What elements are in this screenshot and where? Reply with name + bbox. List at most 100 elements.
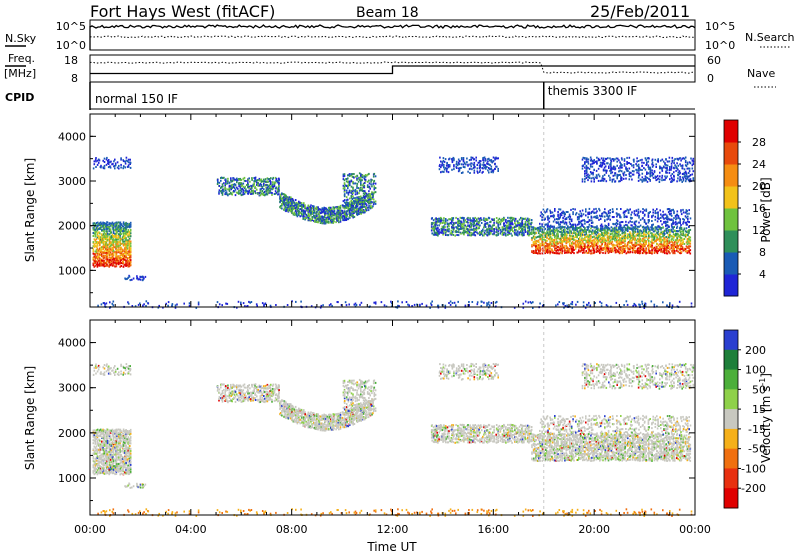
power-cell bbox=[109, 166, 112, 169]
power-cell bbox=[497, 228, 500, 230]
power-cell bbox=[604, 234, 607, 237]
power-cell bbox=[566, 230, 568, 233]
power-cell bbox=[115, 234, 118, 237]
power-cell bbox=[595, 211, 597, 214]
power-cell bbox=[313, 210, 316, 213]
power-cell bbox=[607, 210, 610, 213]
power-cell bbox=[230, 188, 233, 191]
power-cell bbox=[96, 248, 99, 251]
power-cell bbox=[441, 161, 444, 164]
power-cell bbox=[625, 229, 628, 232]
power-cell bbox=[607, 242, 610, 245]
power-cell bbox=[542, 208, 545, 211]
power-cell bbox=[528, 227, 531, 230]
power-cell bbox=[311, 219, 313, 222]
power-cell bbox=[624, 240, 626, 242]
power-cell bbox=[567, 248, 570, 250]
power-cell bbox=[477, 161, 480, 164]
power-cell bbox=[583, 228, 586, 231]
power-cell bbox=[639, 238, 642, 241]
power-cell bbox=[370, 196, 372, 199]
power-cell bbox=[362, 202, 365, 205]
power-cell bbox=[439, 218, 442, 221]
power-cell bbox=[628, 233, 630, 236]
power-cell bbox=[672, 226, 674, 229]
power-cell bbox=[286, 198, 288, 201]
power-cell bbox=[442, 233, 444, 236]
power-cell bbox=[645, 251, 647, 254]
power-cell bbox=[496, 165, 498, 168]
power-cell bbox=[546, 234, 549, 237]
power-cell bbox=[671, 237, 673, 240]
power-cell bbox=[551, 243, 553, 246]
power-cell bbox=[106, 248, 109, 251]
power-cell bbox=[604, 224, 606, 227]
power-cell bbox=[512, 226, 514, 229]
power-cell bbox=[571, 250, 574, 252]
power-cell bbox=[605, 225, 608, 227]
power-cell bbox=[507, 216, 509, 219]
power-cell bbox=[101, 255, 103, 258]
power-cell bbox=[657, 244, 660, 247]
power-cell bbox=[431, 232, 433, 235]
power-cell bbox=[99, 262, 102, 265]
power-cell bbox=[517, 221, 519, 224]
power-cell bbox=[476, 167, 479, 170]
power-cell bbox=[580, 246, 582, 249]
power-cell bbox=[342, 200, 345, 203]
power-cell bbox=[668, 246, 670, 249]
power-cell bbox=[564, 221, 566, 224]
power-cell bbox=[339, 204, 342, 207]
power-cell bbox=[343, 185, 346, 188]
power-cell bbox=[220, 186, 223, 188]
power-cell bbox=[587, 213, 589, 216]
power-cell bbox=[124, 250, 126, 253]
power-cell bbox=[616, 243, 618, 246]
power-cell bbox=[476, 218, 478, 221]
power-cell bbox=[251, 178, 253, 181]
power-cell bbox=[570, 244, 572, 247]
power-cell bbox=[449, 232, 452, 235]
power-cell bbox=[542, 233, 544, 236]
power-cell bbox=[121, 238, 124, 241]
power-cell bbox=[461, 227, 463, 230]
power-cell bbox=[609, 209, 611, 211]
power-cell bbox=[365, 199, 368, 202]
power-cell bbox=[470, 231, 472, 234]
power-cell bbox=[278, 182, 280, 185]
power-cell bbox=[328, 213, 331, 216]
power-cell bbox=[614, 227, 616, 230]
power-cell bbox=[649, 245, 651, 248]
power-cell bbox=[654, 249, 657, 251]
power-cell bbox=[541, 219, 543, 221]
power-cell bbox=[613, 223, 615, 226]
power-cell bbox=[353, 199, 355, 202]
power-cell bbox=[125, 254, 127, 257]
power-cell bbox=[549, 241, 552, 244]
power-cell bbox=[122, 235, 125, 238]
power-cell bbox=[266, 189, 269, 192]
power-cell bbox=[129, 241, 131, 244]
power-cell bbox=[338, 209, 340, 212]
power-cell bbox=[641, 247, 644, 250]
power-cell bbox=[591, 242, 593, 245]
power-cell bbox=[501, 217, 504, 220]
power-cell bbox=[457, 221, 459, 224]
power-cell bbox=[361, 176, 364, 179]
power-cell bbox=[112, 259, 115, 261]
power-cell bbox=[339, 206, 342, 209]
power-cell bbox=[237, 179, 239, 182]
power-cell bbox=[631, 242, 633, 245]
power-cell bbox=[687, 233, 689, 236]
power-cell bbox=[548, 237, 550, 240]
power-cell bbox=[112, 228, 115, 231]
power-cell bbox=[250, 188, 252, 191]
power-cell bbox=[635, 244, 638, 247]
power-cell bbox=[101, 233, 103, 236]
power-cell bbox=[570, 208, 572, 211]
power-cell bbox=[554, 247, 556, 250]
power-cell bbox=[431, 227, 433, 230]
power-cell bbox=[472, 228, 474, 231]
power-cell bbox=[308, 215, 311, 218]
power-cell bbox=[495, 217, 498, 219]
